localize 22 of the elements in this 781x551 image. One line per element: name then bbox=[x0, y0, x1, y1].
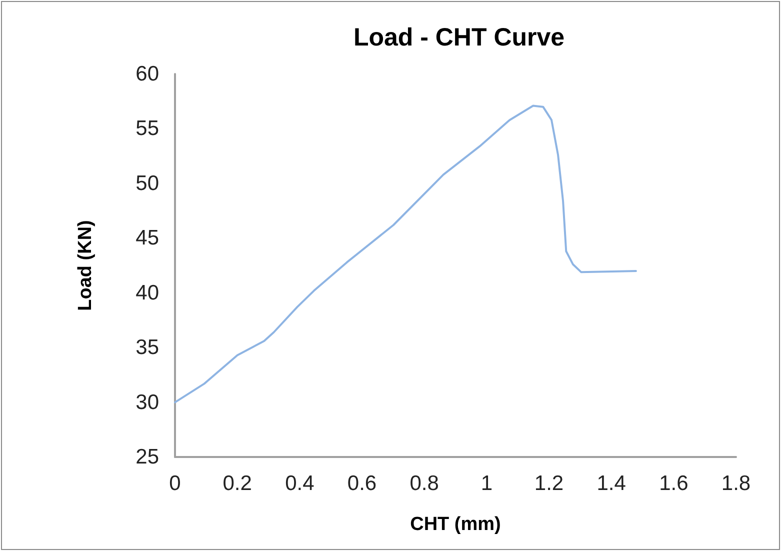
x-tick-label: 1.4 bbox=[596, 472, 626, 495]
x-tick-label: 1 bbox=[480, 472, 493, 495]
x-tick-label: 0.8 bbox=[410, 472, 439, 495]
x-tick-label: 1.6 bbox=[659, 472, 688, 495]
x-tick-label: 0.4 bbox=[285, 472, 315, 495]
x-axis-title: CHT (mm) bbox=[410, 514, 501, 535]
x-tick-label: 0.6 bbox=[347, 472, 377, 495]
y-tick-label: 25 bbox=[136, 446, 159, 468]
y-tick-label: 40 bbox=[136, 281, 159, 304]
y-tick-label: 55 bbox=[136, 117, 159, 140]
x-tick-label: 0.2 bbox=[222, 472, 252, 495]
y-tick-label: 60 bbox=[136, 62, 159, 86]
line-series bbox=[174, 104, 637, 404]
y-tick-label: 50 bbox=[136, 172, 159, 195]
y-tick-label: 35 bbox=[136, 336, 159, 360]
x-tick-label: 1.8 bbox=[721, 472, 751, 495]
y-tick-label: 30 bbox=[136, 390, 159, 414]
x-tick-label: 0 bbox=[169, 472, 181, 495]
y-tick-label: 45 bbox=[136, 226, 159, 250]
chart-title: Load - CHT Curve bbox=[353, 24, 565, 52]
y-axis-title: Load (KN) bbox=[75, 220, 96, 311]
x-tick-label: 1.2 bbox=[534, 472, 564, 495]
